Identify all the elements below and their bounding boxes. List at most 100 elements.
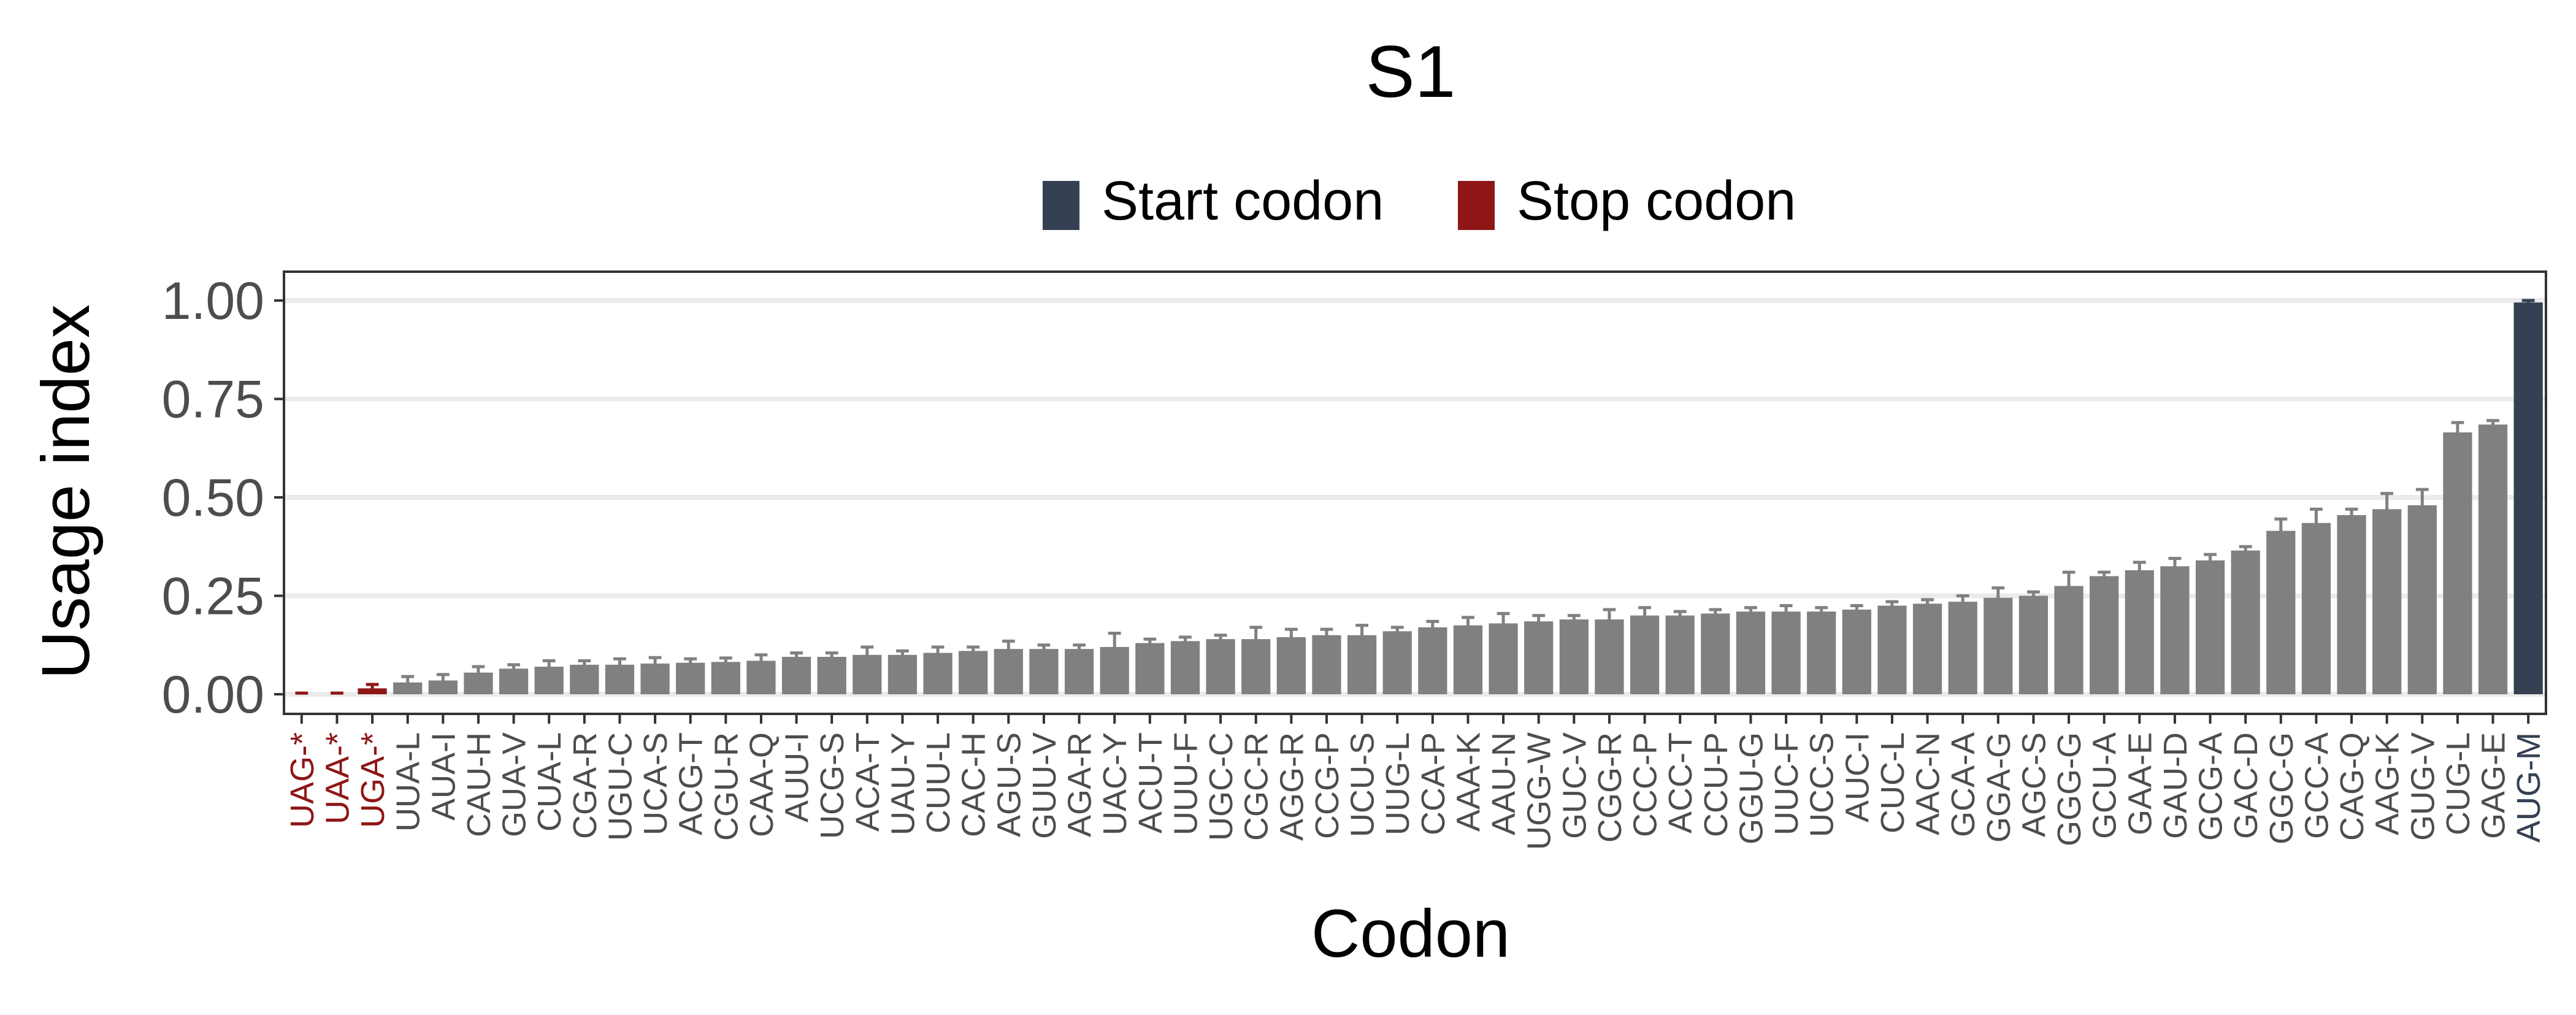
x-tick-label: ACC-T	[1662, 732, 1699, 833]
x-tick-label: CAG-Q	[2334, 732, 2371, 841]
bar-CAC-H	[959, 651, 988, 694]
x-tick-label: UCA-S	[637, 732, 674, 835]
x-tick-label: UAC-Y	[1097, 732, 1133, 835]
bar-CCG-P	[1312, 635, 1341, 694]
x-tick-label: AUA-I	[425, 732, 462, 821]
legend-label-stop: Stop codon	[1517, 170, 1796, 232]
x-tick-label: UGG-W	[1521, 732, 1558, 850]
x-tick-label: AAG-K	[2369, 732, 2406, 835]
x-tick-label: UCU-S	[1344, 732, 1381, 837]
x-tick-label: UGA-*	[355, 732, 391, 828]
x-tick-label: ACU-T	[1132, 732, 1169, 833]
x-tick-label: AGC-S	[2015, 732, 2052, 837]
bar-AGA-R	[1064, 649, 1094, 694]
x-tick-label: UAG-*	[284, 732, 321, 828]
bar-GCU-A	[2090, 576, 2119, 694]
x-tick-label: UUA-L	[390, 732, 427, 832]
x-tick-label: GUC-V	[1556, 732, 1593, 839]
x-tick-label: CGU-R	[708, 732, 745, 841]
x-tick-label: AAA-K	[1450, 732, 1487, 832]
bar-CGA-R	[570, 664, 599, 694]
x-tick-label: AUC-I	[1839, 732, 1876, 822]
x-tick-label: AAU-N	[1485, 732, 1522, 835]
x-tick-label: ACG-T	[673, 732, 710, 835]
legend-label-start: Start codon	[1102, 170, 1384, 232]
bar-CCU-P	[1701, 613, 1730, 694]
bar-UCC-S	[1807, 611, 1836, 694]
x-tick-label: AUU-I	[779, 732, 816, 822]
y-tick-label: 0.75	[162, 370, 264, 429]
bar-GCG-A	[2195, 560, 2225, 694]
x-tick-label: AUG-M	[2510, 732, 2547, 843]
x-tick-label: GAU-D	[2157, 732, 2194, 839]
bar-GAC-D	[2231, 550, 2260, 694]
y-axis-title: Usage index	[28, 304, 104, 680]
x-tick-label: GCG-A	[2193, 732, 2229, 841]
bar-ACU-T	[1135, 643, 1165, 694]
x-tick-label: UAU-Y	[884, 732, 921, 835]
x-tick-label: GUA-V	[496, 732, 533, 837]
bar-GGC-G	[2266, 530, 2296, 694]
bar-ACC-T	[1665, 615, 1695, 694]
y-tick-label: 0.50	[162, 469, 264, 527]
bar-GGG-G	[2054, 586, 2083, 694]
x-tick-label: UCC-S	[1804, 732, 1841, 837]
bar-AAU-N	[1489, 623, 1518, 694]
bar-GAA-E	[2125, 570, 2154, 694]
bar-AGC-S	[2018, 596, 2049, 694]
x-tick-label: CGA-R	[567, 732, 604, 839]
legend: Start codon Stop codon	[1043, 170, 1796, 232]
bar-CCC-P	[1630, 615, 1660, 694]
bar-CGU-R	[711, 662, 740, 694]
x-tick-label: CUU-L	[920, 732, 957, 833]
x-tick-label: GCU-A	[2087, 732, 2123, 839]
bar-GUA-V	[499, 668, 529, 694]
bar-AAC-N	[1912, 603, 1942, 694]
bar-UUU-F	[1170, 641, 1200, 694]
x-tick-label: GAA-E	[2122, 732, 2158, 835]
bar-AUA-I	[428, 680, 458, 694]
x-tick-label: CUG-L	[2440, 732, 2477, 835]
bar-GAG-E	[2478, 424, 2508, 694]
bar-AAA-K	[1453, 625, 1483, 694]
bar-CGG-R	[1595, 619, 1624, 694]
bar-UCG-S	[817, 657, 846, 694]
chart-title: S1	[1366, 31, 1456, 113]
x-tick-label: UGU-C	[602, 732, 638, 841]
x-tick-label: CAC-H	[956, 732, 992, 837]
x-tick-label: CGG-R	[1592, 732, 1628, 843]
bar-CUC-L	[1877, 605, 1907, 694]
x-tick-label: CGC-R	[1238, 732, 1275, 841]
x-tick-label: CCG-P	[1309, 732, 1346, 839]
bar-AGG-R	[1276, 637, 1306, 694]
bar-ACG-T	[676, 662, 705, 694]
x-axis-title: Codon	[1311, 896, 1510, 971]
x-tick-label: CUC-L	[1874, 732, 1911, 833]
x-axis: UAG-*UAA-*UGA-*UUA-LAUA-ICAU-HGUA-VCUA-L…	[284, 714, 2547, 850]
bar-GCC-A	[2301, 523, 2331, 694]
x-tick-label: CCU-P	[1698, 732, 1735, 837]
x-tick-label: UCG-S	[814, 732, 851, 839]
x-tick-label: GAC-D	[2228, 732, 2264, 839]
bar-CAG-Q	[2337, 515, 2366, 694]
x-tick-label: CCA-P	[1415, 732, 1452, 835]
x-tick-label: GGG-G	[2051, 732, 2088, 846]
bar-AUU-I	[781, 657, 811, 694]
y-tick-label: 0.25	[162, 567, 264, 626]
x-tick-label: GUG-V	[2404, 732, 2441, 841]
bar-UUG-L	[1382, 631, 1412, 694]
bar-GUG-V	[2407, 505, 2437, 694]
bar-AUC-I	[1842, 609, 1871, 694]
x-tick-label: UUG-L	[1379, 732, 1416, 835]
x-tick-label: GUU-V	[1026, 732, 1063, 839]
bar-AUG-M	[2513, 302, 2543, 695]
x-tick-label: GCA-A	[1945, 732, 1982, 837]
x-tick-label: GAG-E	[2475, 732, 2512, 839]
x-tick-label: CUA-L	[531, 732, 568, 832]
x-tick-label: CAA-Q	[743, 732, 780, 837]
x-tick-label: GGC-G	[2263, 732, 2300, 845]
bar-UUC-F	[1771, 611, 1801, 694]
bar-UGC-C	[1206, 639, 1235, 694]
